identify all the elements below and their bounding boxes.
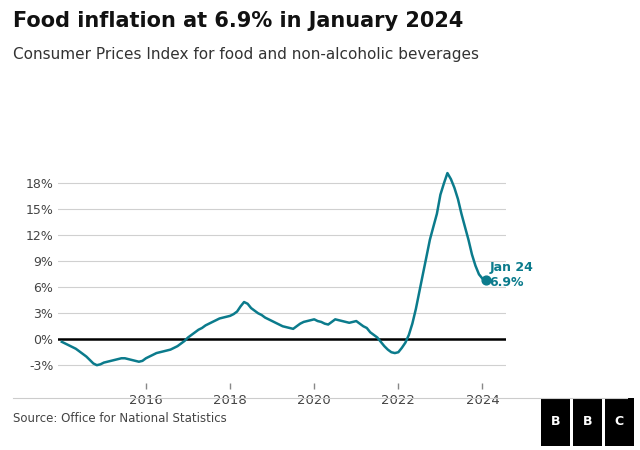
Text: Source: Office for National Statistics: Source: Office for National Statistics: [13, 412, 227, 425]
Text: B: B: [550, 415, 560, 428]
Text: C: C: [614, 415, 624, 428]
Point: [481, 276, 491, 283]
Text: Jan 24
6.9%: Jan 24 6.9%: [489, 261, 533, 289]
Text: Consumer Prices Index for food and non-alcoholic beverages: Consumer Prices Index for food and non-a…: [13, 47, 479, 62]
Text: B: B: [582, 415, 592, 428]
Text: Food inflation at 6.9% in January 2024: Food inflation at 6.9% in January 2024: [13, 11, 463, 31]
